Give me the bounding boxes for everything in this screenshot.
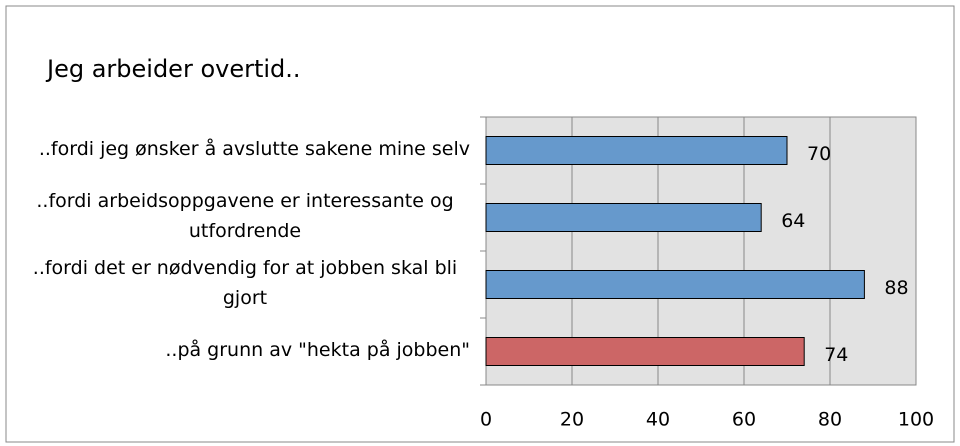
- bar: [485, 270, 865, 299]
- bar: [485, 203, 762, 232]
- y-tick-label: ..fordi arbeidsoppgavene er interessante…: [36, 189, 454, 242]
- value-label: 74: [824, 344, 848, 366]
- x-tick-label: 20: [560, 409, 584, 431]
- x-tick-label: 80: [818, 409, 842, 431]
- value-label: 70: [807, 143, 831, 165]
- chart-title: Jeg arbeider overtid..: [45, 55, 301, 83]
- value-label: 88: [884, 277, 908, 299]
- y-tick-label: ..fordi jeg ønsker å avslutte sakene min…: [38, 137, 470, 160]
- x-tick-label: 60: [732, 409, 756, 431]
- bar: [485, 337, 805, 366]
- bar: [485, 136, 788, 165]
- y-tick-label: ..fordi det er nødvendig for at jobben s…: [32, 256, 458, 309]
- x-tick-label: 40: [646, 409, 670, 431]
- value-label: 64: [781, 210, 805, 232]
- x-tick-label: 100: [898, 409, 934, 431]
- y-tick-label: ..på grunn av "hekta på jobben": [165, 338, 470, 361]
- x-tick-label: 0: [480, 409, 492, 431]
